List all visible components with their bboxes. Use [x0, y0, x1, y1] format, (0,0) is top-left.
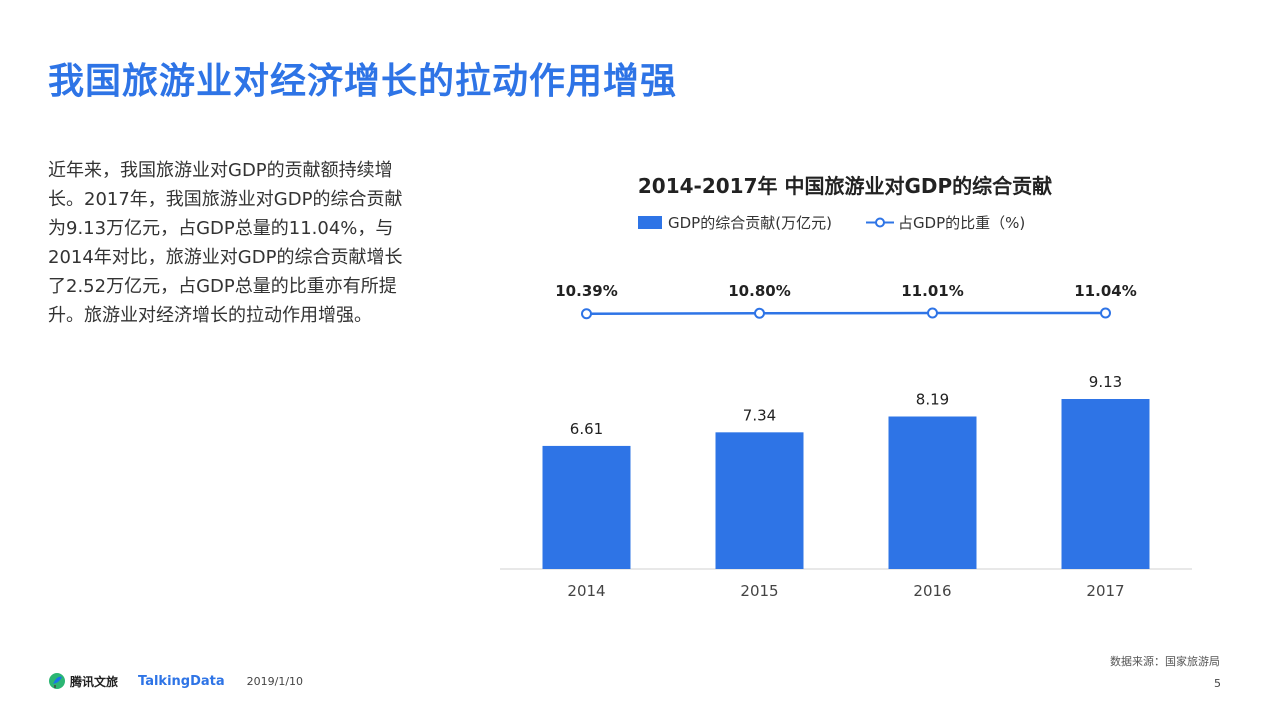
share-value-label: 10.80%	[728, 282, 790, 300]
bar-2014	[542, 445, 631, 569]
paragraph-line: 2014年对比，旅游业对GDP的综合贡献增长	[48, 247, 403, 268]
chart-legend: GDP的综合贡献(万亿元) 占GDP的比重（%)	[638, 212, 1059, 233]
legend-bar-label: GDP的综合贡献(万亿元)	[668, 214, 832, 232]
chart-title: 2014-2017年 中国旅游业对GDP的综合贡献	[637, 174, 1053, 198]
tencent-culture-travel-logo: 腾讯文旅	[48, 672, 118, 690]
legend-item-line: 占GDP的比重（%)	[865, 212, 1026, 233]
bar-2017	[1061, 399, 1150, 569]
bar-value-label: 8.19	[916, 391, 949, 409]
x-tick-label: 2016	[913, 582, 951, 600]
share-line	[586, 311, 1106, 316]
legend-bar-swatch	[638, 216, 662, 229]
bar-2015	[715, 432, 804, 569]
paragraph-line: 近年来，我国旅游业对GDP的贡献额持续增	[48, 160, 393, 181]
legend-item-bar: GDP的综合贡献(万亿元)	[638, 212, 832, 233]
share-value-label: 11.01%	[901, 282, 963, 300]
page-number: 5	[1214, 677, 1221, 690]
x-tick-label: 2015	[740, 582, 778, 600]
logo-text: 腾讯文旅	[70, 674, 119, 689]
paragraph-line: 升。旅游业对经济增长的拉动作用增强。	[48, 305, 372, 326]
x-tick-label: 2017	[1086, 582, 1124, 600]
bar-value-label: 6.61	[570, 420, 603, 438]
share-value-label: 11.04%	[1074, 282, 1136, 300]
bar-value-label: 9.13	[1089, 373, 1122, 391]
share-point	[927, 307, 938, 319]
x-tick-label: 2014	[567, 582, 605, 600]
chart-plot: 6.61 2014 7.34 2015 8.19 2016 9.13 2017 10.39% 10…	[500, 282, 1192, 600]
share-point	[754, 307, 765, 319]
footer: 腾讯文旅 TalkingData 2019/1/10	[48, 672, 303, 690]
share-point	[581, 308, 592, 320]
leaf-logo-icon	[49, 673, 65, 689]
bar-2016	[888, 416, 977, 569]
paragraph-line: 长。2017年，我国旅游业对GDP的综合贡献	[48, 189, 403, 210]
page-title: 我国旅游业对经济增长的拉动作用增强	[48, 61, 678, 102]
paragraph-line: 为9.13万亿元，占GDP总量的11.04%，与	[48, 218, 394, 239]
legend-line-label: 占GDP的比重（%)	[897, 214, 1026, 232]
share-value-label: 10.39%	[555, 282, 617, 300]
talkingdata-logo: TalkingData	[138, 673, 225, 689]
share-point	[1100, 307, 1111, 319]
summary-paragraph: 近年来，我国旅游业对GDP的贡献额持续增 长。2017年，我国旅游业对GDP的综…	[48, 156, 443, 330]
paragraph-line: 了2.52万亿元，占GDP总量的比重亦有所提	[48, 276, 397, 297]
legend-line-marker	[865, 217, 894, 228]
bar-value-label: 7.34	[743, 406, 776, 424]
report-date: 2019/1/10	[246, 674, 304, 688]
data-source: 数据来源：国家旅游局	[1110, 655, 1220, 668]
